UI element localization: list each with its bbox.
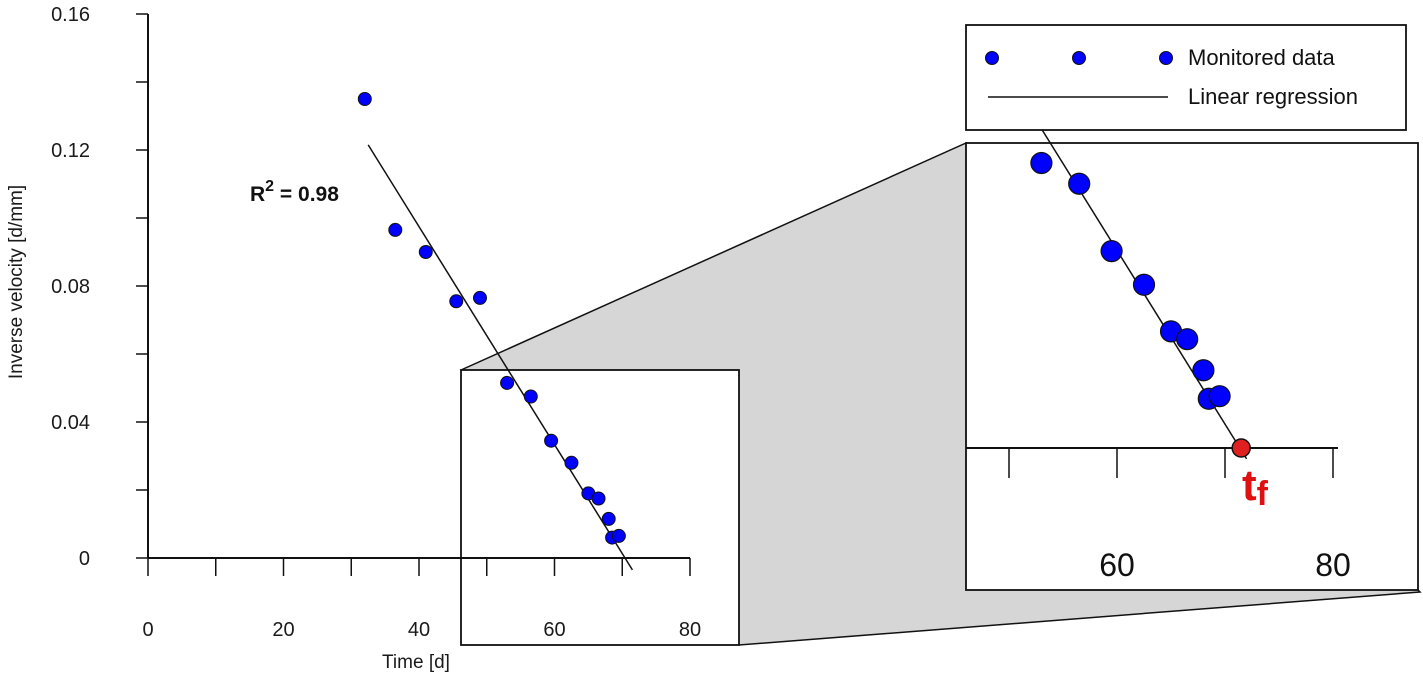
data-point [564, 455, 579, 470]
inset-x-tick-label: 80 [679, 619, 701, 641]
data-points [357, 92, 626, 545]
legend-box [965, 24, 1407, 131]
y-tick-label: 0 [79, 548, 90, 570]
inset-axis: 60 80 [461, 557, 701, 641]
data-point [544, 433, 559, 448]
zoom-data-point [1192, 359, 1215, 382]
tf-subscript: f [1257, 475, 1269, 513]
data-point [357, 92, 372, 106]
data-point [388, 222, 403, 237]
data-point [591, 491, 606, 506]
zoom-ticks: 60 80 [1008, 448, 1351, 583]
inset-box [460, 369, 740, 646]
r2-superscript: 2 [265, 178, 274, 195]
zoom-data-points [1030, 151, 1231, 410]
data-point [449, 294, 464, 309]
x-tick-label: 20 [272, 619, 294, 641]
data-point [523, 389, 538, 404]
legend-monitored-data: Monitored data [1188, 45, 1336, 70]
y-tick-label: 0.04 [51, 412, 90, 434]
legend: Monitored data Linear regression [965, 24, 1407, 131]
data-point [611, 528, 626, 543]
y-tick-label: 0.12 [51, 140, 90, 162]
zoom-data-point [1208, 385, 1231, 408]
zoom-data-point [1176, 328, 1199, 351]
zoom-data-point [1030, 151, 1053, 175]
y-tick-label: 0.16 [51, 4, 90, 26]
r2-value: = 0.98 [274, 183, 339, 206]
zoom-x-tick-label: 80 [1315, 547, 1351, 583]
inset-x-tick-label: 60 [543, 619, 565, 641]
failure-time-point [1231, 438, 1251, 458]
data-point [500, 375, 515, 390]
zoom-x-tick-label: 60 [1099, 547, 1135, 583]
tf-letter: t [1242, 461, 1257, 510]
x-axis-title: Time [d] [382, 652, 450, 673]
r2-annotation: R2 = 0.98 [250, 178, 339, 206]
r2-symbol: R [250, 183, 265, 206]
legend-marker-2 [1072, 51, 1086, 65]
zoom-data-point [1100, 239, 1123, 263]
zoom-panel: 60 80 tf [965, 84, 1419, 591]
legend-linear-regression: Linear regression [1188, 84, 1358, 109]
x-tick-label: 0 [142, 619, 153, 641]
zoom-data-point [1132, 273, 1156, 296]
legend-marker-3 [1159, 51, 1173, 65]
zoom-panel-box [965, 142, 1419, 591]
data-point [472, 290, 487, 305]
y-axis-title: Inverse velocity [d/mm] [6, 185, 27, 379]
x-tick-label: 40 [408, 619, 430, 641]
legend-marker-1 [985, 51, 999, 65]
y-ticks: 0 0.04 0.08 0.12 0.16 [51, 4, 148, 570]
failure-time-label: tf [1242, 461, 1269, 513]
y-tick-label: 0.08 [51, 276, 90, 298]
data-point [418, 245, 433, 259]
zoom-data-point [1068, 172, 1091, 195]
data-point [601, 511, 616, 526]
main-axes: 0 0.04 0.08 0.12 0.16 0 20 40 60 80 [51, 4, 701, 641]
